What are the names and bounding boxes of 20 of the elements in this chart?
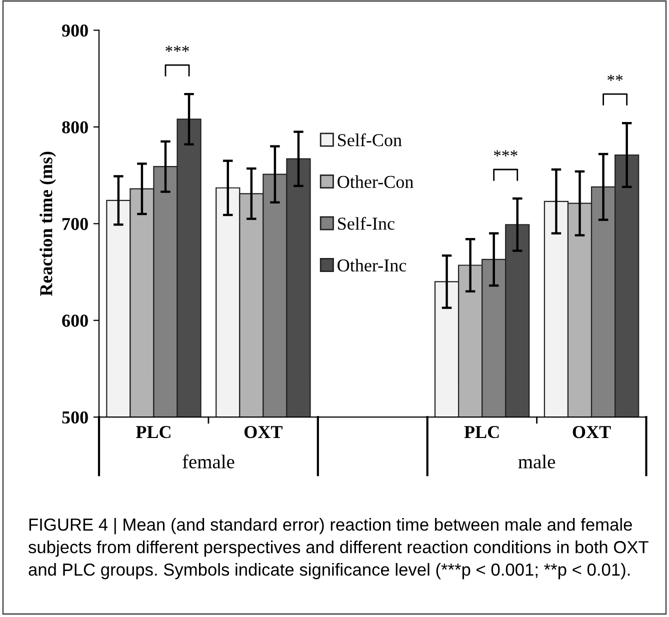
x-tick-label: OXT bbox=[244, 426, 282, 438]
y-tick-label: 500 bbox=[62, 411, 88, 424]
legend-label: Self-Inc bbox=[338, 216, 394, 230]
text: male bbox=[518, 454, 556, 468]
y-tick-label: 900 bbox=[62, 24, 88, 37]
x-tick-label: PLC bbox=[464, 426, 499, 438]
legend-label: Self-Con bbox=[338, 133, 402, 146]
annotation: ** bbox=[608, 74, 623, 81]
y-axis-title: Reaction time (ms) bbox=[40, 152, 56, 296]
x-tick-label: PLC bbox=[136, 426, 170, 438]
text: female bbox=[182, 454, 234, 468]
x-tick-label: OXT bbox=[572, 426, 611, 438]
y-tick-label: 600 bbox=[62, 314, 88, 327]
y-tick-label: 700 bbox=[62, 218, 88, 230]
caption: FIGURE 4 | Mean (and standard error) reaction time between male and female subjects from different perspectives and different reaction conditions in both OXT and PLC groups. Symbols indicate significance level (***p < 0.001; **p < 0.01). bbox=[28, 518, 648, 580]
annotation: *** bbox=[166, 46, 189, 52]
y-tick-label: 800 bbox=[62, 121, 88, 134]
legend-label: Other-Inc bbox=[338, 258, 406, 272]
annotation: *** bbox=[494, 150, 518, 156]
legend-label: Other-Con bbox=[338, 175, 414, 188]
